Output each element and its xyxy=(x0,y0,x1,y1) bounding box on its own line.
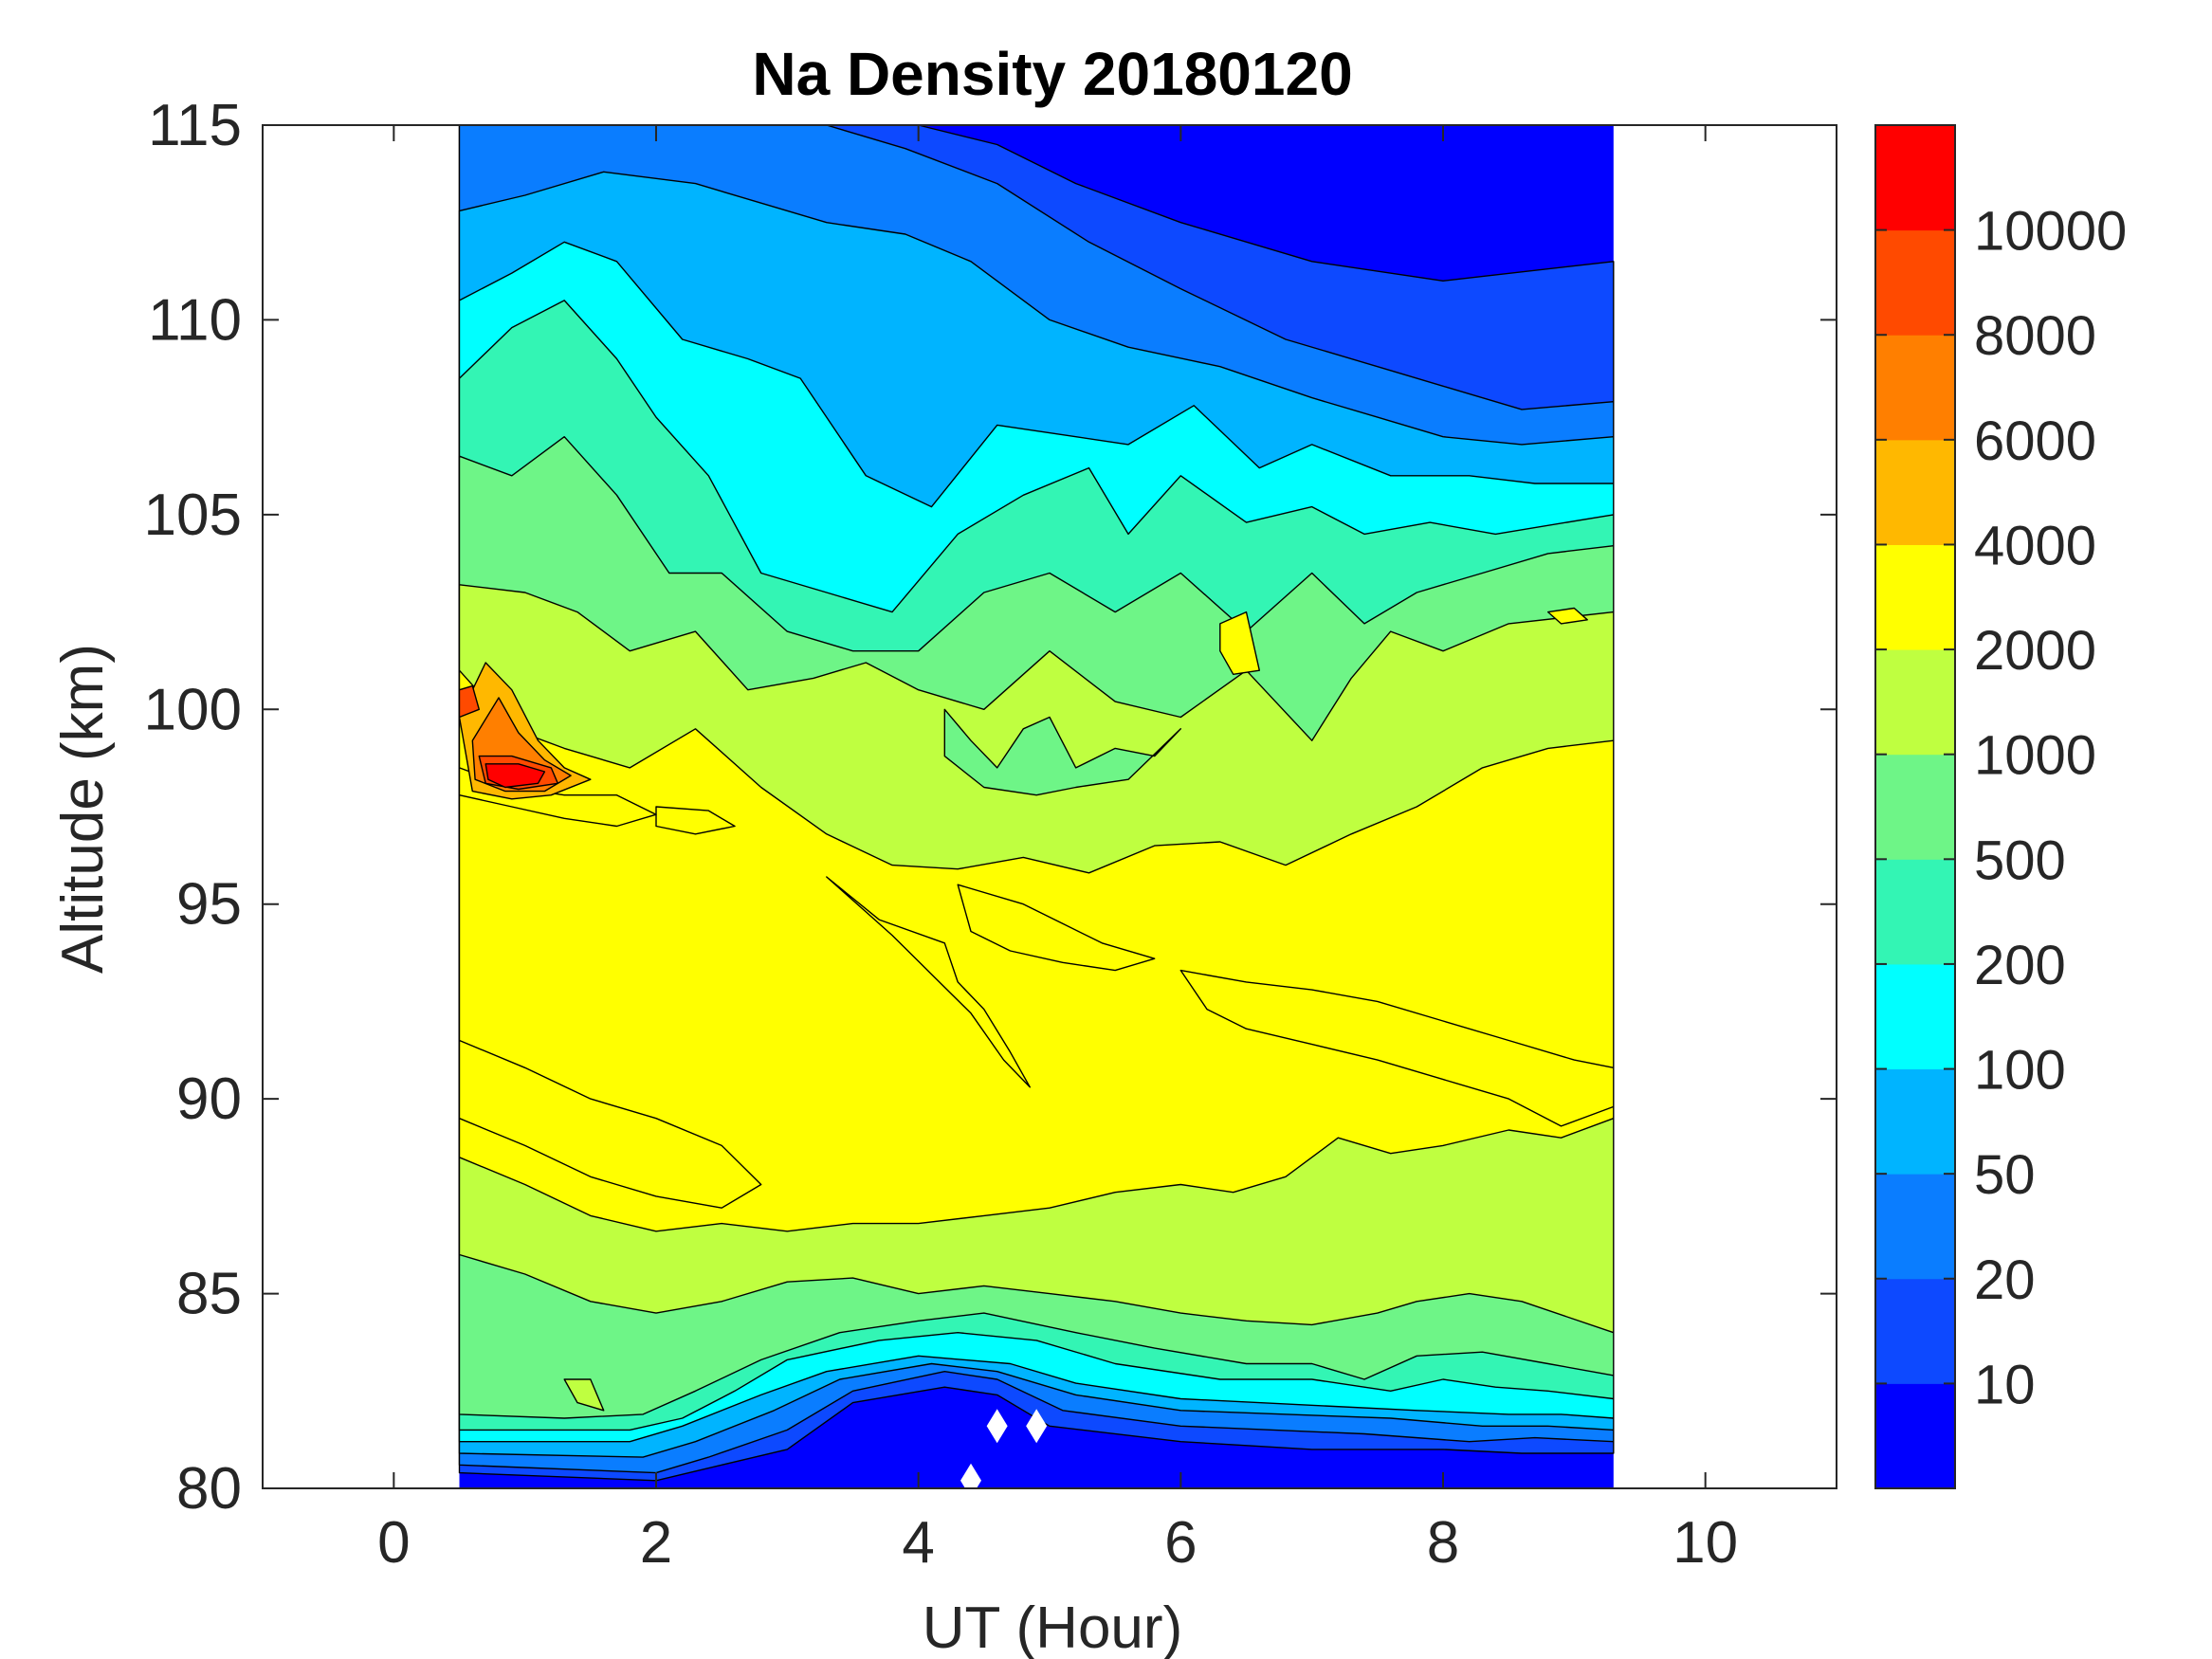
colorbar-swatch-11 xyxy=(1875,229,1955,336)
axes: 0 2 4 6 8 10 80 85 90 95 100 105 110 115 xyxy=(144,93,1837,1576)
colorbar-label-3: 100 xyxy=(1974,1040,2066,1102)
y-axis-title: Altitude (km) xyxy=(50,644,116,974)
colorbar-label-1: 20 xyxy=(1974,1249,2036,1311)
colorbar-swatch-5 xyxy=(1875,859,1955,965)
x-tick-label-1: 2 xyxy=(640,1510,672,1576)
colorbar-swatch-9 xyxy=(1875,439,1955,545)
chart-title: Na Density 20180120 xyxy=(752,40,1352,108)
y-tick-label-1: 85 xyxy=(176,1262,242,1327)
contour-patch-1 xyxy=(957,884,1156,972)
colorbar-swatch-7 xyxy=(1875,649,1955,756)
contour-patch-13 xyxy=(943,708,1181,796)
colorbar-label-4: 200 xyxy=(1974,935,2066,996)
colorbar-label-10: 8000 xyxy=(1974,305,2096,367)
colorbar: 10 20 50 100 200 500 1000 2000 4000 6000 8000 10000 xyxy=(1874,124,2127,1489)
colorbar-label-9: 6000 xyxy=(1974,410,2096,472)
y-tick-label-3: 95 xyxy=(176,872,242,938)
y-tick-label-2: 90 xyxy=(176,1066,242,1132)
x-tick-label-5: 10 xyxy=(1673,1510,1738,1576)
colorbar-label-2: 50 xyxy=(1974,1144,2036,1206)
colorbar-swatch-8 xyxy=(1875,544,1955,650)
data-marker-1 xyxy=(1026,1409,1048,1444)
colorbar-swatch-3 xyxy=(1875,1068,1955,1175)
x-tick-label-4: 8 xyxy=(1427,1510,1459,1576)
x-tick-label-3: 6 xyxy=(1164,1510,1197,1576)
colorbar-swatch-0 xyxy=(1875,1383,1955,1489)
colorbar-label-0: 10 xyxy=(1974,1354,2036,1415)
y-tick-label-6: 110 xyxy=(148,287,242,353)
y-tick-label-5: 105 xyxy=(144,483,242,548)
colorbar-label-8: 4000 xyxy=(1974,515,2096,576)
y-tick-label-4: 100 xyxy=(144,677,242,742)
contour-patch-4 xyxy=(655,806,736,835)
colorbar-swatch-4 xyxy=(1875,963,1955,1070)
plot-frame xyxy=(262,124,1837,1489)
contour-patch-14 xyxy=(563,1378,605,1412)
contour-patch-12 xyxy=(1547,607,1588,625)
colorbar-swatch-2 xyxy=(1875,1174,1955,1280)
colorbar-frame xyxy=(1874,124,1956,1489)
colorbar-label-6: 1000 xyxy=(1974,725,2096,787)
data-marker-0 xyxy=(986,1409,1008,1444)
colorbar-label-7: 2000 xyxy=(1974,620,2096,682)
colorbar-swatch-12 xyxy=(1875,125,1955,231)
colorbar-label-11: 10000 xyxy=(1974,201,2127,263)
contour-patch-11 xyxy=(1219,611,1260,675)
contour-patch-9 xyxy=(458,684,480,719)
y-tick-label-0: 80 xyxy=(176,1456,242,1522)
x-axis-title: UT (Hour) xyxy=(923,1595,1182,1659)
contour-patch-3 xyxy=(458,1039,762,1209)
contour-patch-0 xyxy=(826,876,1031,1088)
colorbar-swatch-1 xyxy=(1875,1278,1955,1384)
contour-patch-2 xyxy=(1179,969,1615,1127)
colorbar-swatch-10 xyxy=(1875,335,1955,441)
colorbar-swatch-6 xyxy=(1875,754,1955,860)
colorbar-label-5: 500 xyxy=(1974,830,2066,891)
y-tick-label-7: 115 xyxy=(148,93,242,158)
x-tick-label-0: 0 xyxy=(377,1510,410,1576)
contour-patch-10 xyxy=(484,763,546,789)
x-tick-label-2: 4 xyxy=(902,1510,934,1576)
plot-area xyxy=(458,124,1615,1498)
